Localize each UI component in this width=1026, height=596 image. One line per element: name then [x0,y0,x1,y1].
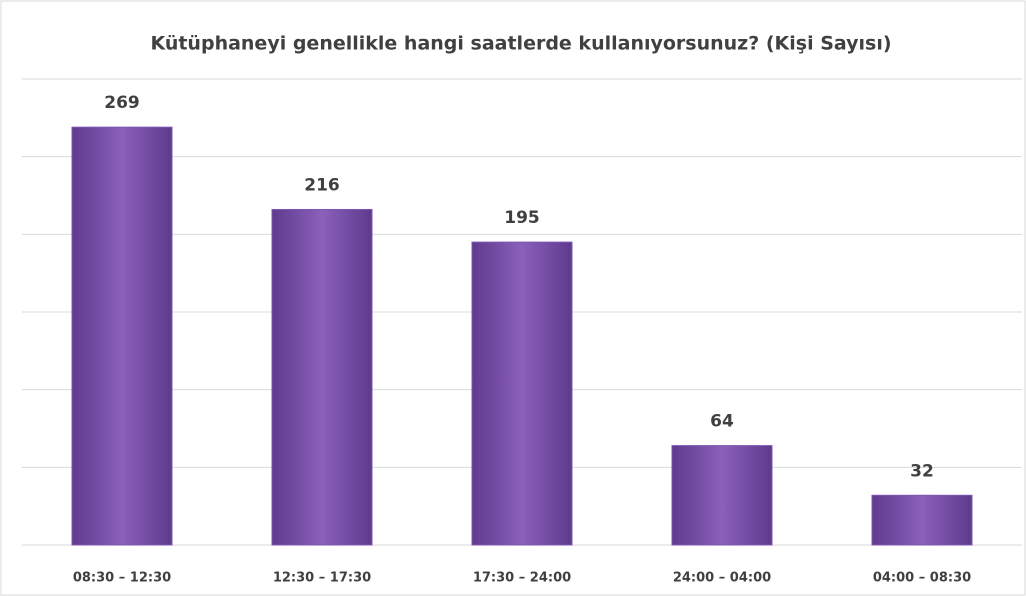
bar [671,445,773,546]
x-tick-label: 04:00 – 08:30 [873,571,971,586]
chart-title: Kütüphaneyi genellikle hangi saatlerde k… [150,33,891,55]
value-label: 195 [504,208,540,228]
value-label: 64 [710,412,734,432]
x-tick-label: 24:00 – 04:00 [673,571,771,586]
value-label: 32 [910,461,934,481]
value-label: 216 [304,175,340,195]
bar [71,126,173,546]
x-tick-label: 08:30 – 12:30 [73,571,171,586]
bar [471,241,573,546]
bar [271,208,373,546]
value-label: 269 [104,93,140,113]
bar [871,494,973,546]
x-tick-label: 17:30 – 24:00 [473,571,571,586]
x-tick-label: 12:30 – 17:30 [273,571,371,586]
